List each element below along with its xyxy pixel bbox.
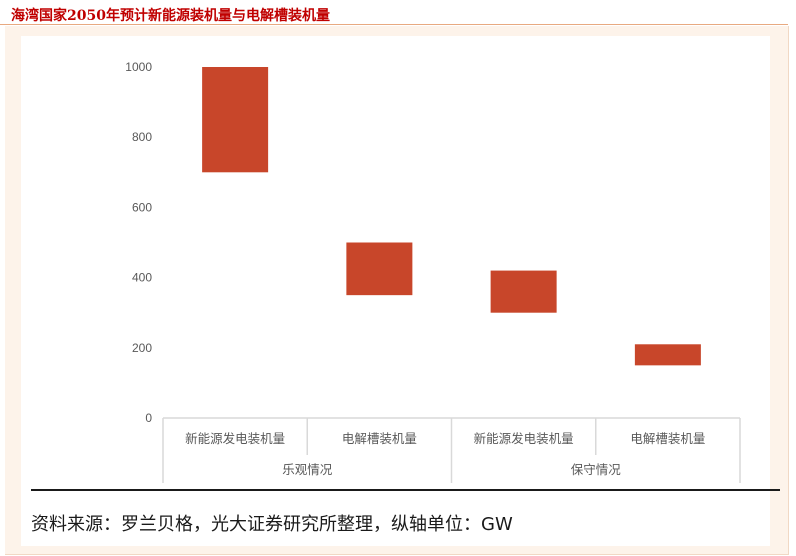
y-tick-label: 800 <box>132 130 152 144</box>
figure-title: 海湾国家2050年预计新能源装机量与电解槽装机量 <box>11 8 330 24</box>
x-category-label: 电解槽装机量 <box>342 431 417 446</box>
y-tick-label: 1000 <box>125 60 152 74</box>
y-tick-label: 0 <box>145 411 152 425</box>
range-bar <box>202 67 269 173</box>
title-bar: 海湾国家2050年预计新能源装机量与电解槽装机量 <box>0 0 788 25</box>
footer-divider <box>31 489 780 491</box>
range-bar <box>634 344 701 366</box>
x-group-label: 保守情况 <box>571 462 622 477</box>
range-bar <box>346 242 413 296</box>
range-bar <box>490 270 557 313</box>
x-group-label: 乐观情况 <box>282 462 333 477</box>
x-category-label: 新能源发电装机量 <box>474 431 574 446</box>
y-tick-label: 400 <box>132 271 152 285</box>
x-category-label: 电解槽装机量 <box>630 431 705 446</box>
y-tick-label: 600 <box>132 200 152 214</box>
y-tick-label: 200 <box>132 341 152 355</box>
x-category-label: 新能源发电装机量 <box>185 431 285 446</box>
source-note: 资料来源：罗兰贝格，光大证券研究所整理，纵轴单位：GW <box>31 514 513 535</box>
